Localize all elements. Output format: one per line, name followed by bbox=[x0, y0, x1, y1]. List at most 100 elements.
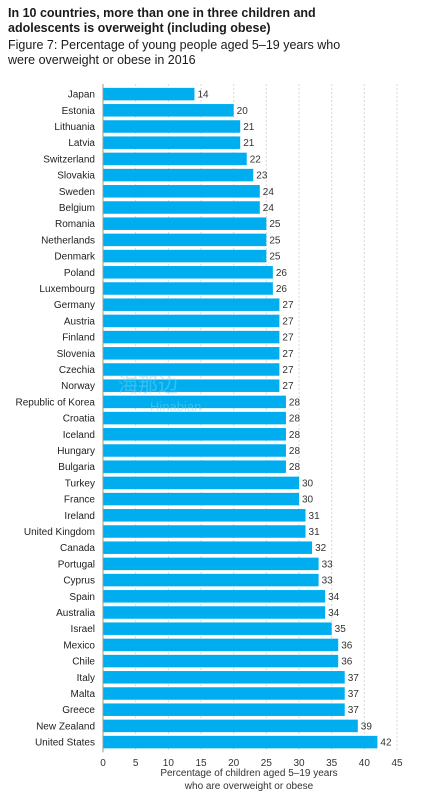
bar-iceland bbox=[103, 428, 286, 441]
data-label: 27 bbox=[282, 381, 294, 392]
figure-title-line-2: were overweight or obese in 2016 bbox=[8, 53, 196, 67]
bar-luxembourg bbox=[103, 282, 273, 295]
x-tick-label-10: 10 bbox=[163, 758, 175, 769]
data-label: 27 bbox=[282, 365, 294, 376]
bar-denmark bbox=[103, 249, 267, 263]
bar-latvia bbox=[103, 136, 241, 149]
bar-slovakia bbox=[103, 168, 254, 182]
bar-czechia bbox=[103, 363, 280, 376]
data-label: 24 bbox=[263, 203, 275, 214]
data-label: 32 bbox=[315, 543, 327, 554]
data-label: 22 bbox=[250, 154, 262, 165]
category-label: Greece bbox=[62, 705, 95, 716]
category-label: France bbox=[64, 495, 96, 506]
chart-headline: In 10 countries, more than one in three … bbox=[8, 6, 428, 36]
category-label: Bulgaria bbox=[58, 462, 95, 473]
data-label: 31 bbox=[309, 511, 321, 522]
data-label: 27 bbox=[282, 333, 294, 344]
data-label: 20 bbox=[237, 106, 249, 117]
category-label: Germany bbox=[54, 300, 95, 311]
bar-turkey bbox=[103, 476, 299, 490]
data-label: 21 bbox=[243, 122, 255, 133]
category-label: Latvia bbox=[68, 138, 95, 149]
x-tick-label-35: 35 bbox=[326, 758, 338, 769]
data-label: 27 bbox=[282, 300, 294, 311]
bar-romania bbox=[103, 217, 267, 230]
category-label: Lithuania bbox=[54, 122, 95, 133]
watermark-cn: 海那边 bbox=[118, 374, 178, 397]
bar-netherlands bbox=[103, 233, 267, 247]
category-label: Sweden bbox=[59, 187, 95, 198]
label-layer: Japan 14 Estonia 20 Lithuania 21 Latvia 21 Switz… bbox=[16, 90, 392, 749]
category-label: Cyprus bbox=[63, 576, 95, 587]
bar-estonia bbox=[103, 104, 234, 117]
bar-israel bbox=[103, 622, 332, 635]
category-label: Belgium bbox=[59, 203, 95, 214]
category-label: Canada bbox=[60, 543, 95, 554]
bar-germany bbox=[103, 298, 280, 311]
category-label: Switzerland bbox=[43, 154, 95, 165]
bar-switzerland bbox=[103, 152, 247, 166]
category-label: Republic of Korea bbox=[16, 397, 96, 408]
category-label: Ireland bbox=[64, 511, 95, 522]
x-tick-label-30: 30 bbox=[293, 758, 305, 769]
bar-poland bbox=[103, 266, 273, 279]
bar-france bbox=[103, 492, 299, 506]
bar-finland bbox=[103, 330, 280, 344]
category-label: Slovenia bbox=[57, 349, 96, 360]
category-label: Slovakia bbox=[57, 171, 95, 182]
data-label: 36 bbox=[341, 657, 353, 668]
data-label: 35 bbox=[335, 624, 347, 635]
figure-title: Figure 7: Percentage of young people age… bbox=[8, 38, 428, 68]
bar-united-states bbox=[103, 735, 378, 749]
category-label: Spain bbox=[69, 592, 95, 603]
bar-hungary bbox=[103, 444, 286, 457]
x-tick-label-40: 40 bbox=[359, 758, 371, 769]
bar-ireland bbox=[103, 509, 306, 522]
bar-mexico bbox=[103, 638, 339, 652]
bar-japan bbox=[103, 87, 195, 101]
category-label: United States bbox=[35, 738, 95, 749]
data-label: 37 bbox=[348, 673, 360, 684]
category-label: Italy bbox=[77, 673, 95, 684]
bar-new-zealand bbox=[103, 719, 358, 733]
bar-portugal bbox=[103, 557, 319, 571]
bar-lithuania bbox=[103, 120, 241, 133]
category-label: Portugal bbox=[58, 559, 95, 570]
bar-malta bbox=[103, 687, 345, 700]
bar-sweden bbox=[103, 185, 260, 198]
category-label: Austria bbox=[64, 316, 96, 327]
category-label: Chile bbox=[72, 657, 95, 668]
data-label: 28 bbox=[289, 397, 301, 408]
x-tick-label-45: 45 bbox=[391, 758, 403, 769]
x-axis: 0 5 10 15 20 25 30 35 40 45 bbox=[100, 84, 403, 769]
category-label: Estonia bbox=[62, 106, 96, 117]
bar-italy bbox=[103, 671, 345, 684]
category-label: Czechia bbox=[59, 365, 96, 376]
bar-cyprus bbox=[103, 573, 319, 587]
watermark-en: Hinabian bbox=[150, 399, 201, 414]
category-label: Poland bbox=[64, 268, 95, 279]
bar-layer bbox=[103, 87, 378, 749]
data-label: 26 bbox=[276, 268, 288, 279]
data-label: 37 bbox=[348, 705, 360, 716]
bar-belgium bbox=[103, 201, 260, 214]
data-label: 27 bbox=[282, 316, 294, 327]
category-label: Australia bbox=[56, 608, 95, 619]
category-label: Turkey bbox=[65, 478, 95, 489]
category-label: Denmark bbox=[54, 252, 96, 263]
data-label: 30 bbox=[302, 495, 314, 506]
data-label: 34 bbox=[328, 592, 340, 603]
data-label: 36 bbox=[341, 640, 353, 651]
bar-bulgaria bbox=[103, 460, 286, 473]
category-label: Norway bbox=[61, 381, 95, 392]
data-label: 33 bbox=[322, 576, 334, 587]
category-label: Romania bbox=[55, 219, 95, 230]
data-label: 37 bbox=[348, 689, 360, 700]
x-tick-label-25: 25 bbox=[261, 758, 273, 769]
category-label: Israel bbox=[71, 624, 95, 635]
data-label: 34 bbox=[328, 608, 340, 619]
x-tick-label-0: 0 bbox=[100, 758, 106, 769]
bar-spain bbox=[103, 590, 326, 603]
